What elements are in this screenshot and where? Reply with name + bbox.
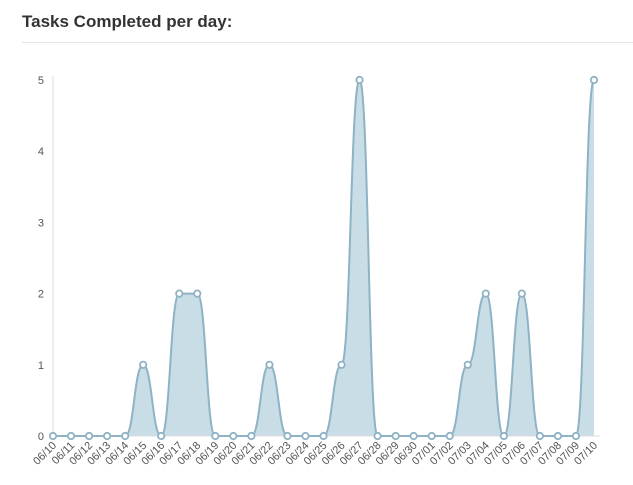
data-point [193, 289, 202, 298]
data-point [229, 431, 238, 441]
data-point [589, 75, 599, 85]
data-point [535, 431, 545, 441]
data-point [48, 431, 58, 441]
data-point [319, 431, 328, 441]
data-point [211, 431, 220, 441]
y-tick-label: 2 [38, 289, 44, 301]
data-point [481, 289, 490, 298]
page-title: Tasks Completed per day: [22, 12, 233, 31]
data-point [66, 431, 76, 441]
data-point [391, 431, 400, 441]
data-point [427, 431, 436, 441]
data-point [283, 431, 292, 441]
data-point [139, 360, 148, 369]
data-point [157, 431, 166, 441]
data-point [463, 360, 472, 369]
data-point [409, 431, 418, 441]
data-point [84, 431, 94, 441]
y-tick-label: 1 [38, 360, 44, 372]
data-point [571, 431, 581, 441]
data-point [247, 431, 256, 441]
data-point [517, 289, 526, 298]
data-point [355, 75, 364, 85]
data-point [337, 360, 346, 369]
series-area [53, 80, 594, 436]
data-point [445, 431, 454, 441]
y-tick-label: 3 [38, 217, 44, 229]
data-point [301, 431, 310, 441]
y-tick-label: 0 [38, 431, 44, 443]
data-point [373, 431, 382, 441]
data-point [499, 431, 508, 441]
y-tick-label: 4 [38, 146, 44, 158]
data-point [121, 431, 130, 441]
data-point [553, 431, 563, 441]
title-divider [22, 42, 633, 43]
y-tick-label: 5 [38, 75, 44, 87]
data-point [175, 289, 184, 298]
data-point [265, 360, 274, 369]
data-point [103, 431, 112, 441]
